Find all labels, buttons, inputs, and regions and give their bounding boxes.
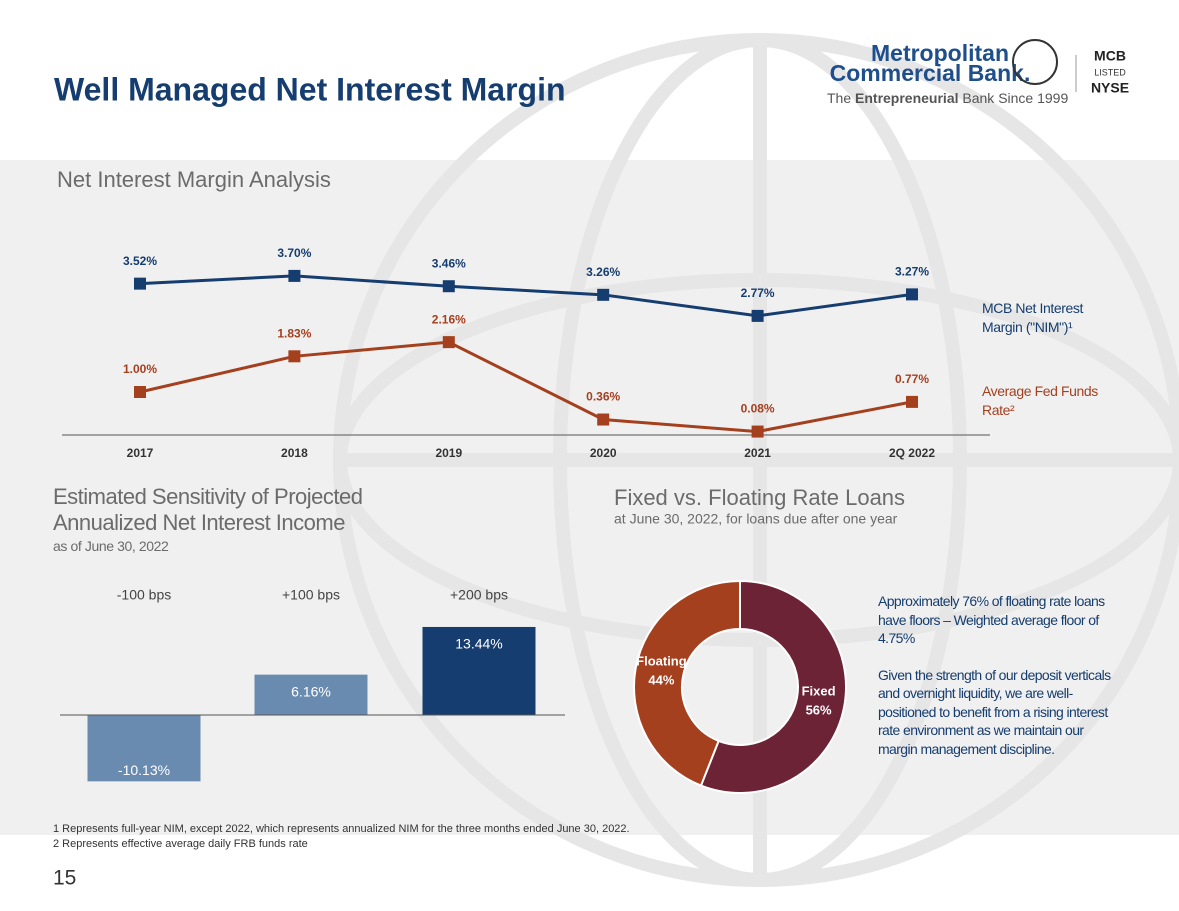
logo-ticker: MCB: [1094, 48, 1126, 64]
data-label: 6.16%: [291, 683, 331, 699]
chart-title: Net Interest Margin Analysis: [57, 167, 331, 192]
chart-title: Estimated Sensitivity of Projected Annua…: [53, 484, 363, 535]
data-label: 0.08%: [741, 402, 775, 416]
legend-entry: Average Fed Funds Rate²: [982, 383, 1098, 418]
logo-name: Commercial Bank.: [830, 60, 1031, 86]
x-tick-label: -100 bps: [117, 587, 171, 603]
data-label: 1.83%: [277, 326, 311, 340]
data-label: 56%: [806, 702, 832, 717]
slice-label: Floating: [636, 653, 687, 668]
data-point: [134, 277, 146, 290]
globe-decoration: [333, 33, 1179, 887]
x-tick-label: 2021: [744, 446, 771, 460]
logo-eagle: [1012, 39, 1058, 85]
note: Given the strength of our deposit vertic…: [878, 666, 1111, 757]
x-tick-label: 2019: [435, 446, 462, 460]
data-label: 0.77%: [895, 372, 929, 386]
data-point: [906, 288, 918, 301]
chart-title: Fixed vs. Floating Rate Loans: [614, 485, 905, 510]
data-label: 1.00%: [123, 362, 157, 376]
data-label: 3.70%: [277, 246, 311, 260]
data-label: 3.26%: [586, 265, 620, 279]
data-point: [288, 269, 301, 282]
x-tick-label: 2017: [127, 446, 154, 460]
x-tick-label: 2Q 2022: [889, 446, 935, 460]
data-point: [597, 413, 610, 426]
chart-subtitle: at June 30, 2022, for loans due after on…: [614, 511, 898, 527]
slide-title: Well Managed Net Interest Margin: [54, 71, 566, 107]
data-label: 44%: [648, 672, 674, 687]
note: Approximately 76% of floating rate loans…: [878, 593, 1105, 646]
logo-exchange: NYSE: [1091, 80, 1129, 96]
data-point: [442, 280, 455, 293]
logo-tagline: The Entrepreneurial Bank Since 1999: [827, 90, 1068, 106]
bar: [422, 626, 536, 715]
x-tick-label: 2018: [281, 446, 308, 460]
donut-slice: [633, 579, 741, 787]
data-label: 2.77%: [741, 286, 775, 300]
data-point: [906, 395, 918, 408]
donut-slice: [699, 579, 847, 794]
bar: [87, 715, 201, 782]
page-number: 15: [53, 867, 76, 890]
slice-label: Fixed: [802, 683, 836, 698]
data-point: [751, 425, 764, 438]
x-tick-label: +200 bps: [450, 587, 508, 603]
data-point: [288, 350, 301, 363]
data-point: [597, 288, 610, 301]
data-point: [134, 386, 146, 398]
series-line: [139, 274, 913, 318]
footnote: 2 Represents effective average daily FRB…: [53, 838, 308, 850]
logo-listed: LISTED: [1094, 67, 1126, 77]
data-label: 3.52%: [123, 254, 157, 268]
logo-name: Metropolitan: [871, 40, 1009, 66]
data-label: 3.46%: [432, 256, 466, 270]
data-label: 0.36%: [586, 390, 620, 404]
x-tick-label: 2020: [590, 446, 617, 460]
legend-entry: MCB Net Interest Margin ("NIM")¹: [982, 300, 1083, 335]
chart-subtitle: as of June 30, 2022: [53, 538, 169, 554]
tagline-part: Bank Since 1999: [962, 90, 1068, 106]
data-point: [442, 336, 455, 349]
series-line: [139, 340, 913, 434]
bar: [254, 674, 368, 715]
data-point: [751, 309, 764, 322]
data-label: 3.27%: [895, 265, 929, 279]
data-label: 2.16%: [432, 312, 466, 326]
data-label: 13.44%: [455, 636, 502, 652]
x-tick-label: +100 bps: [282, 587, 340, 603]
tagline-part: Entrepreneurial: [855, 90, 958, 106]
footnote: 1 Represents full-year NIM, except 2022,…: [53, 823, 630, 835]
tagline-part: The: [827, 90, 851, 106]
notes: Approximately 76% of floating rate loans…: [878, 592, 1123, 758]
data-label: -10.13%: [118, 762, 170, 778]
